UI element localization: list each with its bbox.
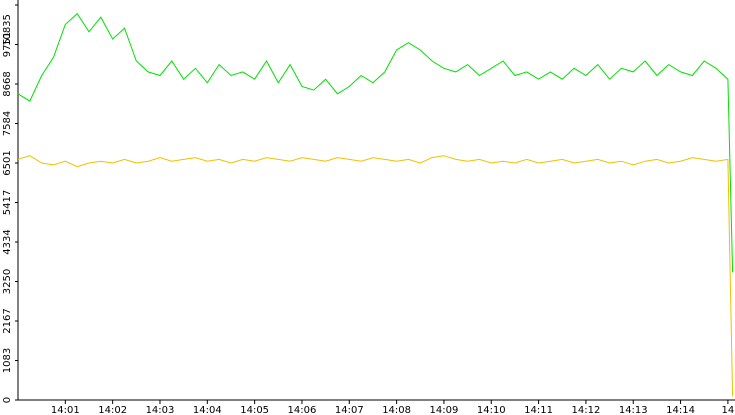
x-tick-label: 14:10 (477, 405, 506, 415)
x-tick-label: 14:06 (288, 405, 317, 415)
y-tick-label: 0 (2, 397, 13, 403)
y-tick-label: 6501 (2, 150, 13, 175)
x-tick-label: 14:13 (619, 405, 648, 415)
x-tick-label: 14:03 (146, 405, 175, 415)
x-tick-label: 14:05 (240, 405, 269, 415)
y-tick-label: 7584 (2, 111, 13, 136)
x-tick-label: 14:02 (98, 405, 127, 415)
x-tick-label: 14:11 (524, 405, 553, 415)
x-tick-label: 14:01 (51, 405, 80, 415)
y-tick-label: 8668 (2, 71, 13, 96)
x-tick-label: 14:08 (382, 405, 411, 415)
x-tick-label: 14 (722, 405, 735, 415)
x-tick-label: 14:14 (666, 405, 695, 415)
series-line (17, 155, 734, 397)
y-tick-label: 9751 (2, 32, 13, 57)
y-tick-label: 2167 (2, 308, 13, 333)
y-tick-label: 3250 (2, 269, 13, 294)
x-tick-label: 14:09 (430, 405, 459, 415)
y-tick-label: 10835 (2, 14, 13, 46)
series-line (17, 12, 734, 273)
y-tick-label: 4334 (2, 229, 13, 254)
y-tick-label: 1083 (2, 348, 13, 373)
y-tick-label: 5417 (2, 190, 13, 215)
x-tick-label: 14:12 (572, 405, 601, 415)
x-tick-label: 14:07 (335, 405, 364, 415)
x-tick-label: 14:04 (193, 405, 222, 415)
